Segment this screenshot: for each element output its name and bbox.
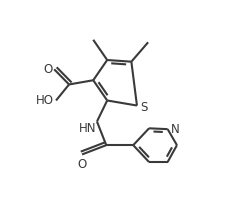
Text: HO: HO <box>36 94 54 107</box>
Text: S: S <box>140 101 148 114</box>
Text: N: N <box>171 123 180 136</box>
Text: O: O <box>78 158 87 171</box>
Text: HN: HN <box>78 122 96 135</box>
Text: O: O <box>43 63 52 76</box>
